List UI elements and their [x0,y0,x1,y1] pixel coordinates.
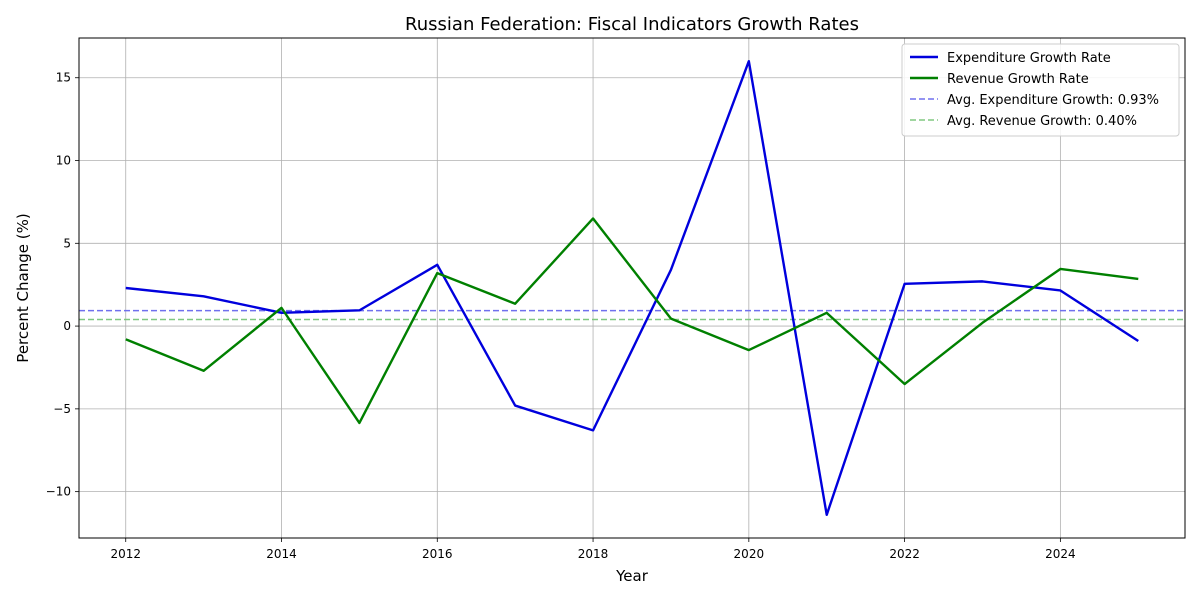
x-tick-label: 2012 [110,547,141,561]
y-tick-label: 5 [63,236,71,250]
legend-entry-label: Expenditure Growth Rate [947,51,1111,66]
series-lines [125,59,1139,517]
x-tick-label: 2018 [578,547,609,561]
x-axis-label: Year [615,567,649,585]
revenue-growth-line [125,217,1139,425]
y-axis-label: Percent Change (%) [14,213,32,362]
y-tick-label: −5 [53,402,71,416]
plot-frame [78,37,1186,539]
axis-ticks: 2012 2014 2016 2018 2020 2022 2024 −10 −5 0 5 10 15 [46,71,1076,561]
x-tick-label: 2014 [266,547,297,561]
legend: Expenditure Growth Rate Revenue Growth Ra… [901,43,1180,137]
grid [79,38,1185,538]
x-tick-label: 2022 [889,547,920,561]
x-tick-label: 2024 [1045,547,1076,561]
x-tick-label: 2020 [734,547,765,561]
chart-title: Russian Federation: Fiscal Indicators Gr… [405,14,859,35]
y-tick-label: 10 [56,154,71,168]
x-tick-label: 2016 [422,547,453,561]
legend-entry-label: Avg. Revenue Growth: 0.40% [947,114,1137,129]
legend-entry-label: Revenue Growth Rate [947,72,1089,87]
legend-box [901,43,1180,137]
expenditure-growth-line [125,59,1139,517]
y-tick-label: 15 [56,71,71,85]
y-tick-label: 0 [63,319,71,333]
legend-entry-label: Avg. Expenditure Growth: 0.93% [947,93,1159,108]
y-tick-label: −10 [46,485,71,499]
